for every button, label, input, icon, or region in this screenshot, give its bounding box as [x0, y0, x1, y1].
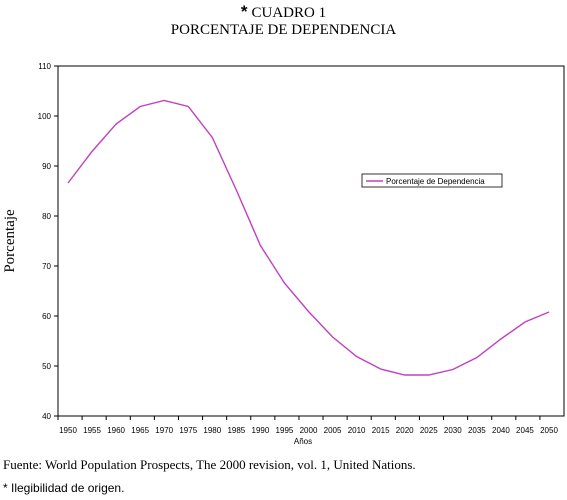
x-tick-label: 2045 — [516, 426, 534, 435]
x-tick-label: 2005 — [324, 426, 342, 435]
x-tick-label: 1985 — [227, 426, 245, 435]
x-tick-label: 2035 — [468, 426, 486, 435]
chart-title: CUADRO 1 — [251, 5, 327, 21]
x-tick-label: 2020 — [396, 426, 414, 435]
chart-title-line: * CUADRO 1 — [0, 2, 567, 22]
plot-area — [57, 65, 565, 417]
series-line — [67, 99, 550, 376]
x-tick-label: 1960 — [107, 426, 125, 435]
x-tick-label: 1975 — [179, 426, 197, 435]
legend-box — [361, 173, 503, 188]
y-tick-label: 90 — [42, 162, 51, 171]
title-marker: * — [240, 2, 248, 21]
y-tick-label: 100 — [38, 112, 52, 121]
x-tick-label: 1950 — [59, 426, 77, 435]
footnote: * Ilegibilidad de origen. — [3, 481, 125, 495]
x-axis: 1950 1955 1960 1965 1970 1975 1980 1985 1990 1995… — [57, 416, 558, 435]
x-axis-label: Años — [294, 437, 312, 446]
x-tick-label: 2050 — [540, 426, 558, 435]
y-tick-label: 80 — [42, 212, 51, 221]
x-tick-label: 1970 — [155, 426, 173, 435]
chart-subtitle: PORCENTAJE DE DEPENDENCIA — [170, 22, 397, 38]
source-note: Fuente: World Population Prospects, The … — [3, 457, 416, 472]
x-tick-label: 1990 — [252, 426, 270, 435]
y-tick-label: 70 — [42, 262, 51, 271]
x-tick-label: 2030 — [444, 426, 462, 435]
x-tick-label: 1995 — [276, 426, 294, 435]
y-axis-label: Porcentaje — [2, 209, 18, 273]
y-tick-label: 40 — [42, 412, 51, 421]
x-tick-label: 2025 — [420, 426, 438, 435]
x-tick-label: 1955 — [83, 426, 101, 435]
y-tick-label: 110 — [38, 62, 51, 71]
x-tick-label: 1980 — [203, 426, 221, 435]
x-tick-label: 2000 — [300, 426, 318, 435]
y-axis: 40 50 60 70 80 90 100 110 — [38, 62, 58, 421]
x-tick-label: 2010 — [348, 426, 366, 435]
y-tick-label: 60 — [42, 312, 51, 321]
x-tick-label: 1965 — [131, 426, 149, 435]
legend-label: Porcentaje de Dependencia — [386, 177, 485, 186]
y-tick-label: 50 — [42, 362, 51, 371]
x-tick-label: 2015 — [372, 426, 390, 435]
x-tick-label: 2040 — [492, 426, 510, 435]
legend: Porcentaje de Dependencia — [361, 173, 503, 188]
